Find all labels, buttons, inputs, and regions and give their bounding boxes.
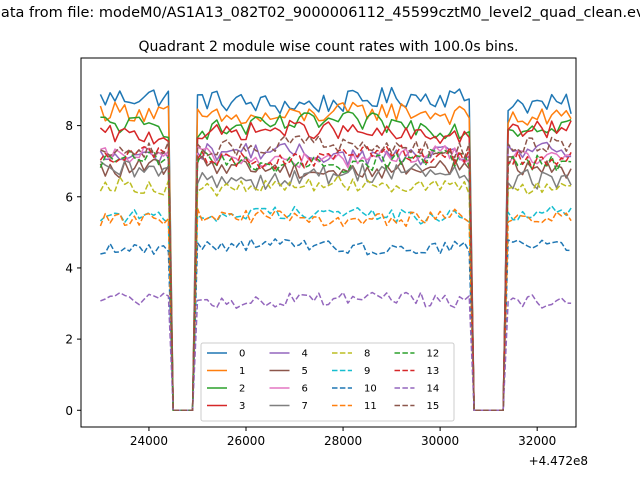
y-tick-label: 8 xyxy=(65,119,73,133)
x-tick-label: 30000 xyxy=(421,434,459,448)
legend-label-10: 10 xyxy=(364,384,377,395)
legend-label-1: 1 xyxy=(239,366,245,377)
legend-label-4: 4 xyxy=(302,349,308,360)
y-tick-label: 6 xyxy=(65,190,73,204)
legend-label-7: 7 xyxy=(302,401,308,412)
legend-label-2: 2 xyxy=(239,384,245,395)
legend-label-8: 8 xyxy=(364,349,370,360)
legend-label-3: 3 xyxy=(239,401,245,412)
legend-label-13: 13 xyxy=(427,366,440,377)
y-tick-label: 0 xyxy=(65,404,73,418)
legend-label-6: 6 xyxy=(302,384,308,395)
x-tick-label: 32000 xyxy=(518,434,556,448)
legend-label-9: 9 xyxy=(364,366,370,377)
series-line-10 xyxy=(100,238,572,412)
x-tick-label: 24000 xyxy=(130,434,168,448)
series-layer xyxy=(99,86,572,412)
y-tick-label: 2 xyxy=(65,333,73,347)
axes-frame xyxy=(80,57,577,428)
legend-label-14: 14 xyxy=(427,384,440,395)
y-tick-label: 4 xyxy=(65,261,73,275)
x-axis-ticks: 24000 26000 28000 30000 32000 xyxy=(130,427,556,448)
series-line-8 xyxy=(99,174,572,412)
x-tick-label: 26000 xyxy=(227,434,265,448)
figure-suptitle: Data from file: modeM0/AS1A13_082T02_900… xyxy=(0,5,640,21)
legend-box xyxy=(200,342,455,422)
x-tick-label: 28000 xyxy=(324,434,362,448)
y-axis-ticks: 0 2 4 6 8 xyxy=(65,119,81,418)
x-offset-label: +4.472e8 xyxy=(529,454,588,468)
legend-label-5: 5 xyxy=(302,366,308,377)
chart-title: Quadrant 2 module wise count rates with … xyxy=(139,39,519,55)
legend-label-11: 11 xyxy=(364,401,377,412)
series-line-15 xyxy=(100,135,572,412)
legend-label-12: 12 xyxy=(427,349,440,360)
legend-label-15: 15 xyxy=(427,401,440,412)
legend-label-0: 0 xyxy=(239,349,245,360)
